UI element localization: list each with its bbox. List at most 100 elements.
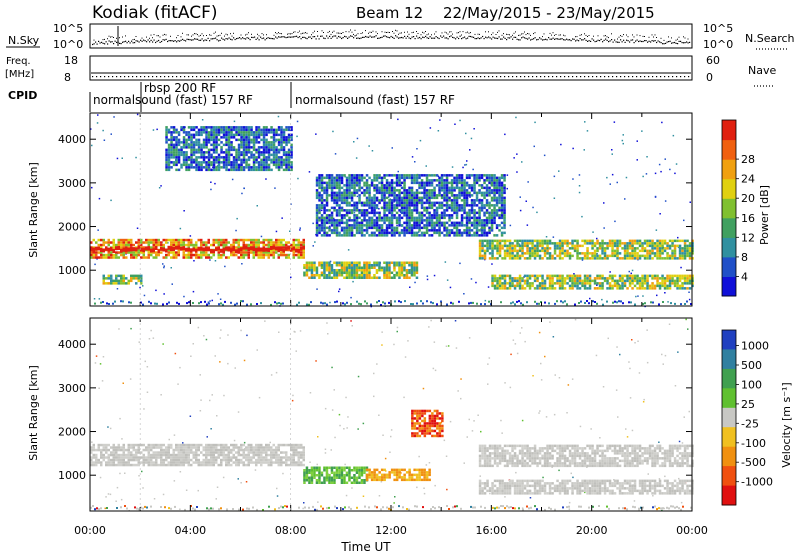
band-cell xyxy=(217,168,221,172)
scatter-cell xyxy=(516,153,518,155)
band-cell xyxy=(596,274,599,278)
band-cell xyxy=(410,199,414,202)
band-cell xyxy=(543,287,547,290)
band-cell xyxy=(415,176,419,180)
band-cell xyxy=(225,168,228,172)
band-cell xyxy=(185,156,188,159)
scatter-cell xyxy=(603,227,605,229)
band-cell xyxy=(408,226,411,230)
band-cell xyxy=(277,243,280,247)
band-cell xyxy=(393,191,396,195)
band-cell xyxy=(355,179,359,182)
band-cell xyxy=(240,256,243,259)
band-cell xyxy=(405,201,409,205)
band-cell xyxy=(340,199,344,202)
band-cell xyxy=(145,238,148,242)
band-cell xyxy=(112,243,115,247)
band-cell xyxy=(267,166,271,169)
band-cell xyxy=(643,277,647,280)
band-cell xyxy=(130,253,133,257)
band-cell xyxy=(187,163,191,167)
band-cell xyxy=(548,287,552,290)
band-cell xyxy=(127,243,130,247)
band-cell xyxy=(247,243,250,247)
band-cell xyxy=(673,244,677,248)
band-cell xyxy=(325,276,329,279)
band-cell xyxy=(232,136,236,139)
nave-point xyxy=(192,76,194,78)
band-cell xyxy=(385,271,389,274)
band-cell xyxy=(463,211,466,215)
band-cell xyxy=(150,253,153,257)
band-cell xyxy=(636,279,639,283)
scatter-cell xyxy=(553,197,556,199)
nave-point xyxy=(320,76,322,78)
band-cell xyxy=(473,191,476,195)
band-cell xyxy=(631,254,634,258)
band-cell xyxy=(586,239,589,243)
band-cell xyxy=(541,257,544,260)
band-cell xyxy=(450,214,454,217)
band-cell xyxy=(210,138,213,142)
band-cell xyxy=(631,244,634,248)
band-cell xyxy=(210,156,213,159)
band-cell xyxy=(122,246,125,249)
band-cell xyxy=(275,128,278,132)
band-cell xyxy=(182,241,185,244)
band-cell xyxy=(385,184,389,187)
band-cell xyxy=(328,229,331,232)
band-cell xyxy=(190,163,193,167)
nsky-point xyxy=(293,36,295,38)
band-cell xyxy=(160,241,163,244)
nave-point xyxy=(116,76,118,78)
band-cell xyxy=(355,206,359,210)
band-cell xyxy=(167,168,171,172)
band-cell xyxy=(215,166,218,169)
band-cell xyxy=(260,168,263,172)
band-cell xyxy=(496,284,499,288)
band-cell xyxy=(272,128,276,132)
band-cell xyxy=(390,179,394,182)
band-core-cell xyxy=(172,247,175,251)
nsky-point xyxy=(345,36,347,38)
band-cell xyxy=(205,241,208,244)
band-cell xyxy=(330,231,334,235)
band-cell xyxy=(491,239,494,243)
band-cell xyxy=(388,189,391,192)
band-cell xyxy=(247,126,251,129)
nsearch-point xyxy=(422,31,423,33)
band-cell xyxy=(435,214,439,217)
nsearch-point xyxy=(524,31,525,33)
nsearch-point xyxy=(393,32,395,34)
band-cell xyxy=(290,136,293,139)
band-cell xyxy=(486,249,489,253)
band-cell xyxy=(328,266,331,269)
band-cell xyxy=(383,201,386,205)
nsearch-point xyxy=(176,37,177,39)
band-cell xyxy=(235,156,238,159)
nsky-point xyxy=(197,38,199,40)
band-cell xyxy=(323,226,326,230)
band-cell xyxy=(185,161,188,164)
band-cell xyxy=(335,231,339,235)
band-cell xyxy=(516,252,519,255)
band-cell xyxy=(543,279,547,283)
band-cell xyxy=(443,229,446,232)
band-cell xyxy=(398,266,401,269)
band-cell xyxy=(566,249,569,253)
band-cell xyxy=(318,191,321,195)
nsearch-point xyxy=(623,34,624,36)
band-cell xyxy=(187,166,191,169)
band-cell xyxy=(187,251,190,254)
nave-point xyxy=(168,76,170,78)
band-cell xyxy=(363,216,366,220)
band-cell xyxy=(242,253,245,257)
nave-point xyxy=(636,76,638,78)
band-cell xyxy=(360,176,364,180)
band-cell xyxy=(390,231,394,235)
band-cell xyxy=(445,206,449,210)
band-cell xyxy=(398,199,401,202)
band-cell xyxy=(172,153,176,157)
band-cell xyxy=(235,151,238,154)
nsky-point xyxy=(351,35,353,37)
